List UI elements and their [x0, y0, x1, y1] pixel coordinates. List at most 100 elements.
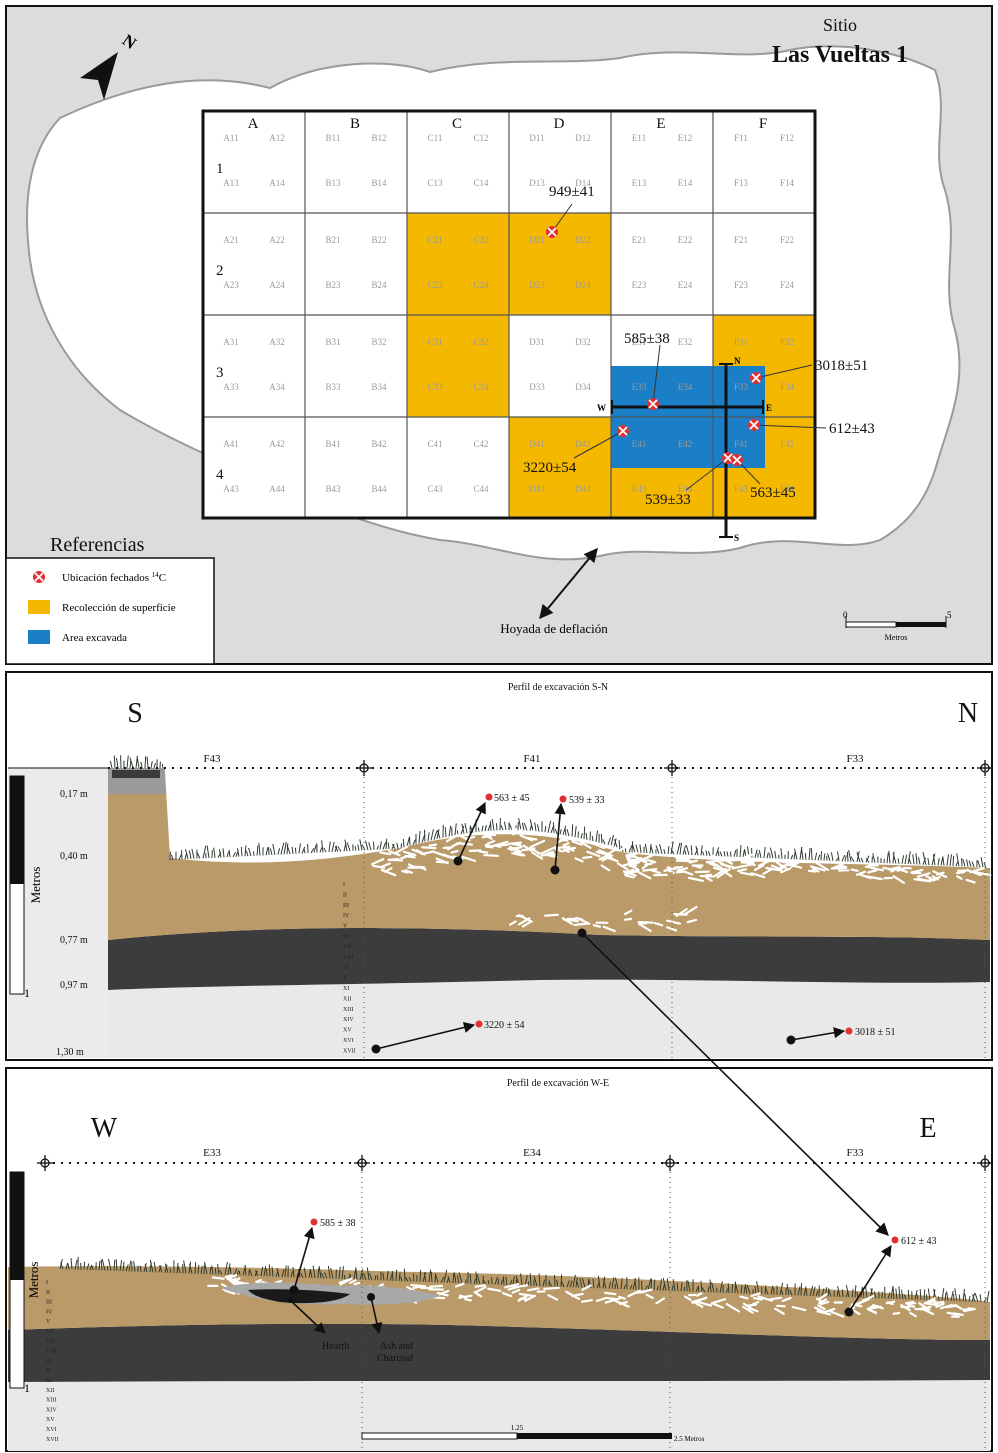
grid-cell-label: C14 [473, 178, 489, 188]
c14-marker-icon [33, 571, 45, 583]
grid-cell-label: E14 [678, 178, 693, 188]
grid-quadrant [305, 213, 407, 315]
level-number: VII [343, 944, 351, 950]
c14-date-marker-icon [546, 226, 558, 238]
c14-date-marker-icon [722, 452, 734, 464]
profile-we-scale-one: 1 [24, 1381, 30, 1395]
profile-we-square-2: E34 [523, 1147, 541, 1159]
datum-crosshair-icon [662, 1155, 678, 1171]
we-scale-mid: 1.25 [511, 1424, 524, 1432]
profile-we-left-letter: W [91, 1113, 118, 1144]
c14-date-marker-icon [748, 419, 760, 431]
label-hearth: Hearth [322, 1341, 349, 1352]
grid-quadrant [611, 213, 713, 315]
deflation-label: Hoyada de deflación [500, 621, 608, 636]
grid-cell-label: C31 [427, 337, 442, 347]
grid-cell-label: F42 [780, 439, 794, 449]
level-number: XVI [46, 1427, 57, 1433]
grid-cell-label: B42 [371, 439, 386, 449]
grid-cell-label: D43 [529, 484, 545, 494]
label-ash-2: Charcoal [377, 1353, 413, 1364]
date-label-949: 949±41 [549, 184, 595, 200]
profile-sn-left-letter: S [127, 698, 143, 729]
depth-040: 0,40 m [60, 851, 88, 862]
grid-quadrant [611, 111, 713, 213]
grid-cell-label: B34 [371, 382, 387, 392]
profile-we-square-3: F33 [846, 1147, 864, 1159]
profile-sn-panel: Perfil de excavación S-N S N F43 F41 F33 [5, 671, 993, 1061]
datum-crosshair-icon [356, 760, 372, 776]
grid-border [201, 109, 817, 520]
grid-cell-label: C22 [473, 235, 488, 245]
grid-quadrant [305, 111, 407, 213]
grid-quadrant [305, 417, 407, 519]
level-number: XI [46, 1378, 52, 1384]
grid-cell-label: E12 [678, 133, 693, 143]
grid-cell-label: D22 [575, 235, 591, 245]
date-markers: 949±41 585±38 3018±51 612±43 3220±54 539… [523, 184, 875, 508]
grid-cell-label: D13 [529, 178, 545, 188]
level-number: II [343, 892, 347, 898]
date-label-3220: 3220±54 [523, 460, 577, 476]
c14-date-marker-icon [731, 454, 743, 466]
scale-unit: Metros [885, 633, 908, 642]
datum-crosshair-icon [37, 1155, 53, 1171]
grid-cell-label: D12 [575, 133, 591, 143]
grid-cell-label: C42 [473, 439, 488, 449]
level-number: XI [343, 986, 349, 992]
grid-cell-label: E32 [678, 337, 693, 347]
grid-cell-label: D11 [529, 133, 544, 143]
grid-cell-label: E23 [632, 280, 647, 290]
profile-sn-title: Perfil de excavación S-N [508, 682, 608, 693]
grid-cell-label: C44 [473, 484, 489, 494]
profile-we-panel: Perfil de excavación W-E W E E33 E34 F33… [5, 1067, 993, 1452]
profile-sn-square-1: F43 [203, 753, 221, 765]
grid-column-header: A [248, 116, 259, 132]
profile-we-vegetation [59, 1256, 990, 1303]
grid-quadrant [305, 315, 407, 417]
grid-cell-label: C41 [427, 439, 442, 449]
grid-cell-label: F43 [734, 484, 749, 494]
grid-cell-label: E43 [632, 484, 647, 494]
level-number: XIV [343, 1017, 354, 1023]
profile-sn-dates: 563 ± 45 539 ± 33 3220 ± 54 3018 ± 51 [371, 793, 896, 1054]
grid-quadrant [407, 111, 509, 213]
level-number: X [343, 976, 348, 982]
legend-surface-label: Recolección de superficie [62, 602, 176, 614]
label-ash-1: Ash and [380, 1341, 413, 1352]
legend-surface-swatch [28, 600, 50, 614]
grid-cell-label: D24 [575, 280, 591, 290]
grid-cell-label: E44 [678, 484, 693, 494]
level-number: XVII [343, 1048, 356, 1054]
grid-cell-label: B24 [371, 280, 387, 290]
level-number: II [46, 1290, 50, 1296]
level-number: XVII [46, 1437, 59, 1443]
level-number: VI [343, 934, 349, 940]
grid-cell-label: D42 [575, 439, 591, 449]
level-number: XV [343, 1028, 352, 1034]
grid-cell-label: B44 [371, 484, 387, 494]
sn-date-3220: 3220 ± 54 [484, 1020, 525, 1031]
profile-letter-w: W [597, 403, 606, 413]
we-scale-end: 2.5 Metros [674, 1435, 705, 1443]
grid-cell-label: E22 [678, 235, 693, 245]
profile-sn-left-zone [8, 768, 108, 1058]
grid-cell-label: A11 [223, 133, 238, 143]
grid-cell-label: D41 [529, 439, 545, 449]
grid-row-header: 3 [216, 365, 224, 381]
profile-sn-scale-one: 1 [24, 986, 30, 1000]
datum-crosshair-icon [664, 760, 680, 776]
grid-cell-label: C11 [428, 133, 443, 143]
profile-we-scale-bar: 1.25 2.5 Metros [361, 1424, 705, 1443]
grid-cell-label: E33 [632, 382, 647, 392]
grid-cell-label: C32 [473, 337, 488, 347]
level-number: XIII [46, 1398, 56, 1404]
grid-quadrant [407, 315, 509, 417]
grid-cell-label: B33 [325, 382, 341, 392]
datum-crosshair-icon [354, 1155, 370, 1171]
legend-c14-label: Ubicación fechados 14C [62, 571, 166, 584]
grid-cell-label: C33 [427, 382, 443, 392]
grid-cell-label: D14 [575, 178, 591, 188]
grid-quadrant [203, 417, 305, 519]
